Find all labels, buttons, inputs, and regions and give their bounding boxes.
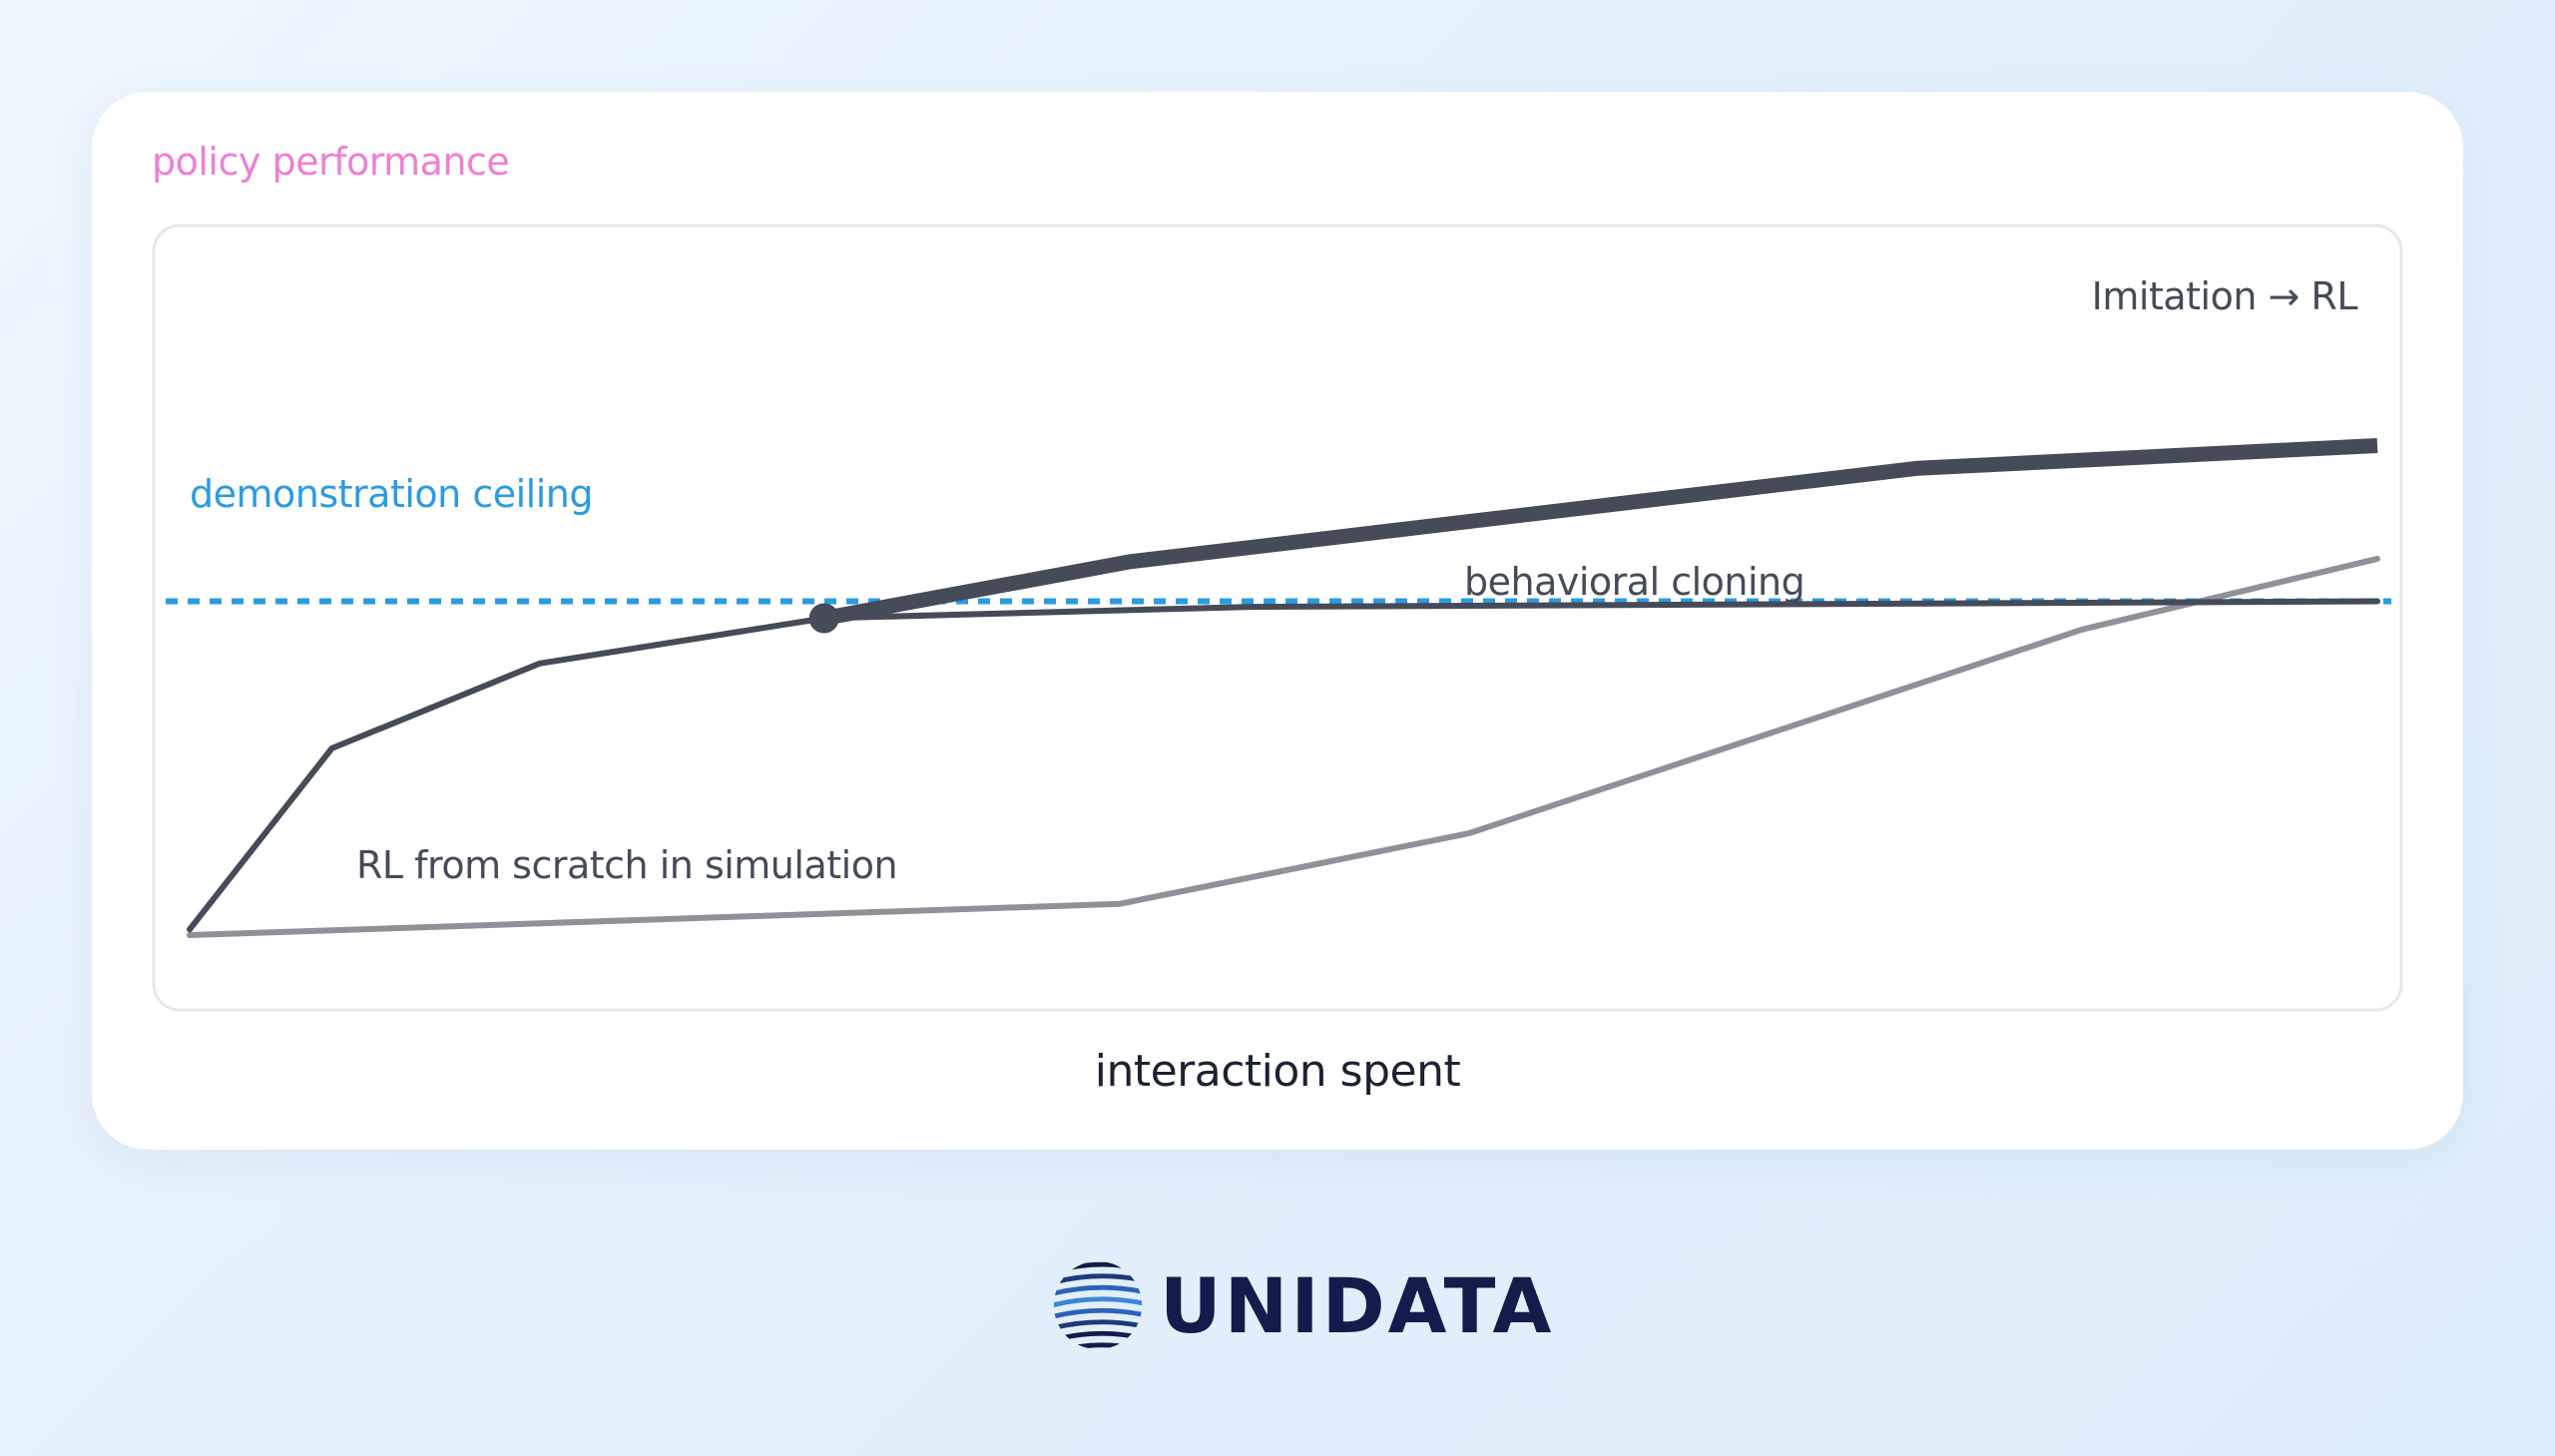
demonstration-ceiling-label: demonstration ceiling bbox=[190, 472, 593, 516]
imitation-rl-label: Imitation → RL bbox=[2092, 274, 2358, 318]
rl-from-scratch-label: RL from scratch in simulation bbox=[356, 843, 897, 887]
globe-icon bbox=[1053, 1261, 1143, 1350]
x-axis-title: interaction spent bbox=[1094, 1046, 1461, 1097]
brand-logo: UNIDATA bbox=[1050, 1255, 1554, 1355]
y-axis-title: policy performance bbox=[152, 140, 510, 184]
series-rl-from-scratch-line bbox=[187, 555, 2380, 938]
behavioral-cloning-label: behavioral cloning bbox=[1464, 560, 1804, 604]
imitation-rl-start-marker bbox=[808, 603, 839, 634]
series-behavioral-cloning-line bbox=[187, 598, 2380, 933]
brand-name: UNIDATA bbox=[1160, 1260, 1555, 1350]
series-imitation-rl-line bbox=[822, 438, 2378, 626]
plot-area bbox=[152, 224, 2403, 1012]
